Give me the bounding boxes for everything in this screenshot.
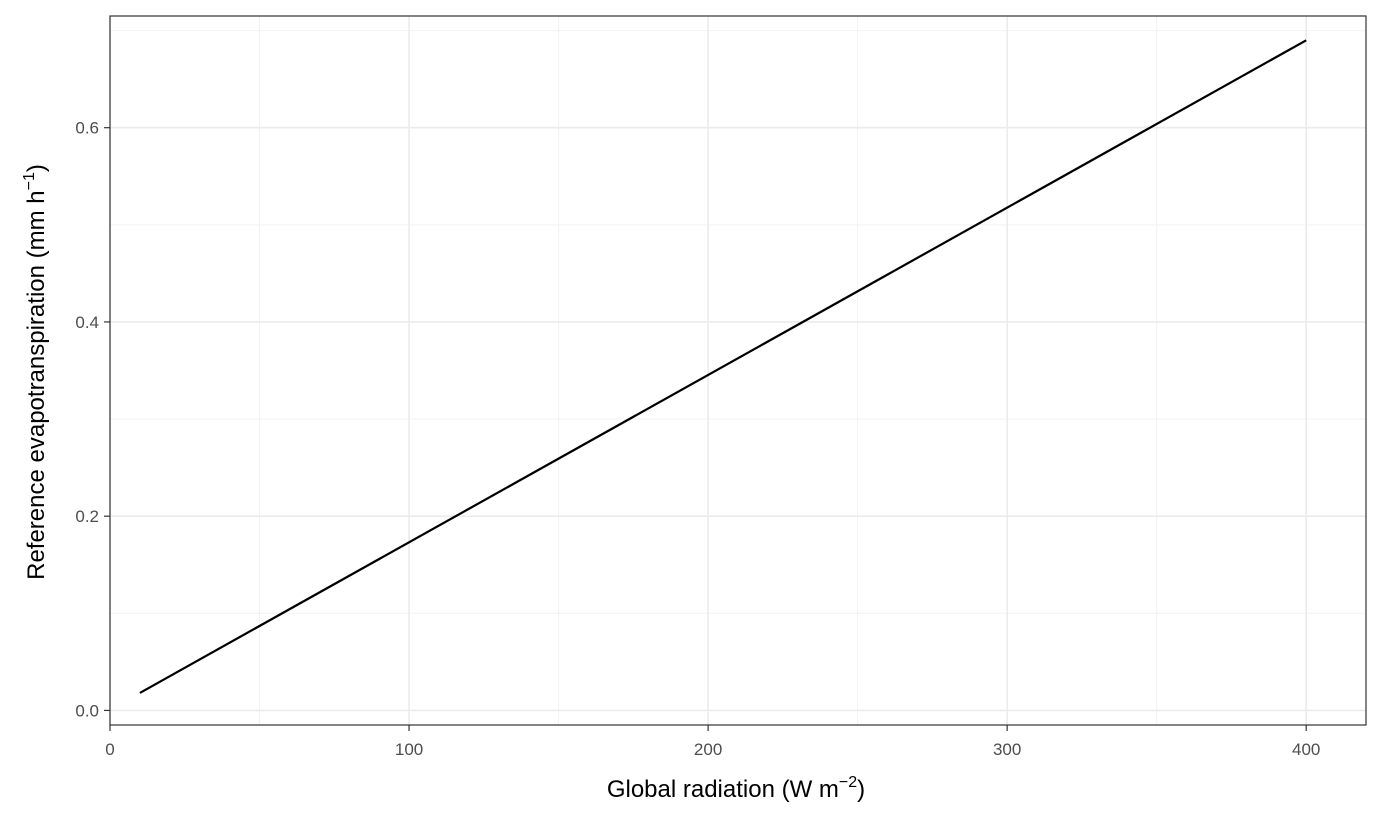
- plot-panel-border: [109, 15, 1367, 726]
- y-axis-ticks: 0.0 0.2 0.4 0.6: [75, 119, 110, 720]
- y-tick-label: 0.2: [75, 507, 99, 526]
- x-axis-title-close: ): [857, 776, 865, 803]
- x-tick-label: 100: [395, 740, 423, 759]
- x-axis-title-main: Global radiation (W m: [607, 776, 839, 803]
- x-tick-label: 400: [1292, 740, 1320, 759]
- y-axis-title: Reference evapotranspiration (mm h−1): [21, 164, 50, 580]
- x-axis-title: Global radiation (W m−2): [607, 774, 865, 803]
- y-tick-label: 0.6: [75, 119, 99, 138]
- y-tick-label: 0.4: [75, 313, 99, 332]
- x-axis-title-superscript: −2: [839, 774, 857, 791]
- x-tick-label: 200: [694, 740, 722, 759]
- y-tick-label: 0.0: [75, 701, 99, 720]
- series-line: [139, 39, 1307, 694]
- minor-gridlines: [110, 16, 1366, 725]
- y-axis-title-main: Reference evapotranspiration (mm h: [23, 190, 50, 580]
- major-gridlines: [109, 16, 1366, 725]
- x-tick-label: 0: [105, 740, 114, 759]
- series-layer: [139, 39, 1307, 694]
- y-axis-title-superscript: −1: [21, 172, 38, 190]
- x-tick-label: 300: [993, 740, 1021, 759]
- x-axis-ticks: 0 100 200 300 400: [105, 725, 1320, 759]
- y-axis-title-close: ): [23, 164, 50, 172]
